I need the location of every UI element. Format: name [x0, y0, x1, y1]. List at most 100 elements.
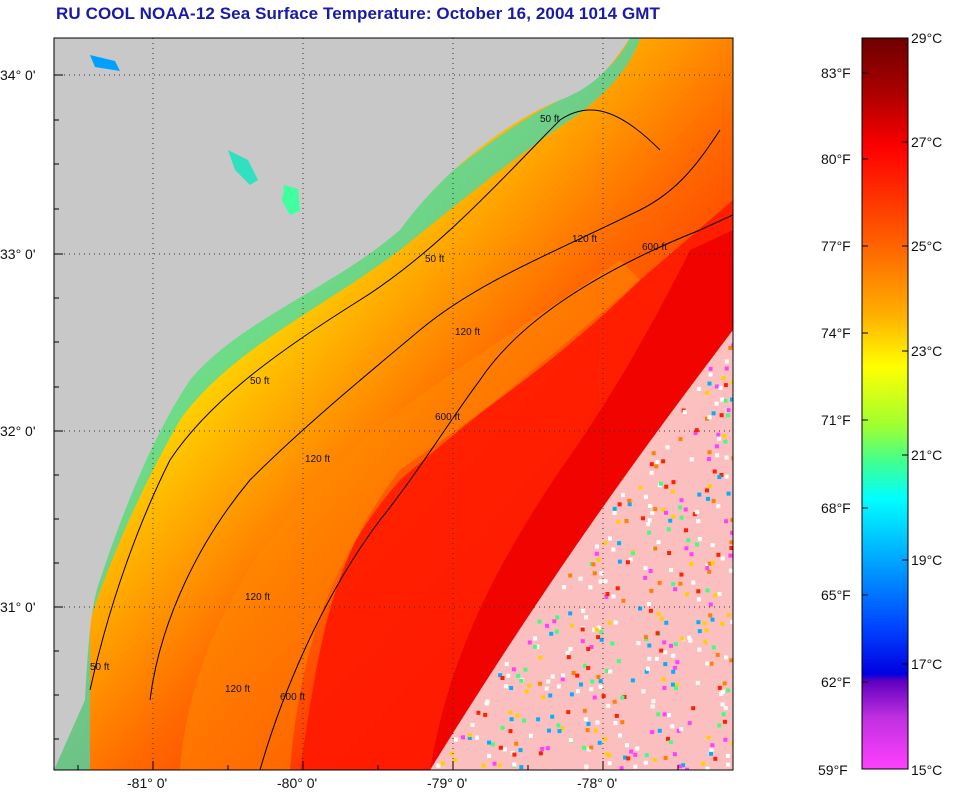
speckle-pixel — [692, 512, 697, 517]
speckle-pixel — [608, 669, 613, 674]
contour-label: 120 ft — [225, 684, 250, 695]
speckle-pixel — [663, 650, 668, 655]
speckle-pixel — [583, 717, 588, 722]
speckle-pixel — [528, 733, 533, 738]
speckle-pixel — [662, 712, 667, 717]
speckle-pixel — [511, 667, 516, 672]
speckle-pixel — [599, 637, 604, 642]
speckle-pixel — [729, 540, 733, 545]
speckle-pixel — [475, 735, 479, 740]
speckle-pixel — [709, 748, 714, 752]
speckle-pixel — [710, 743, 715, 748]
speckle-pixel — [684, 546, 689, 551]
contour-label: 600 ft — [642, 242, 667, 253]
speckle-pixel — [643, 494, 648, 499]
speckle-pixel — [648, 569, 653, 573]
speckle-pixel — [697, 537, 702, 542]
speckle-pixel — [586, 647, 591, 651]
speckle-pixel — [720, 556, 725, 561]
speckle-pixel — [569, 623, 574, 628]
speckle-pixel — [710, 543, 715, 548]
speckle-pixel — [719, 397, 724, 402]
speckle-pixel — [612, 511, 617, 515]
speckle-pixel — [661, 677, 666, 682]
speckle-pixel — [591, 562, 596, 567]
speckle-pixel — [568, 611, 573, 616]
speckle-pixel — [587, 747, 592, 752]
contour-label: 600 ft — [435, 412, 460, 423]
speckle-pixel — [503, 684, 508, 689]
speckle-pixel — [596, 635, 601, 640]
speckle-pixel — [603, 737, 608, 742]
speckle-pixel — [586, 721, 591, 726]
speckle-pixel — [647, 530, 652, 535]
speckle-pixel — [621, 493, 625, 498]
speckle-pixel — [630, 551, 635, 556]
speckle-pixel — [711, 561, 715, 566]
speckle-pixel — [706, 457, 711, 461]
speckle-pixel — [726, 613, 731, 617]
speckle-pixel — [613, 620, 618, 625]
speckle-pixel — [666, 736, 670, 741]
speckle-pixel — [579, 682, 583, 687]
speckle-pixel — [643, 635, 648, 640]
speckle-pixel — [580, 639, 585, 644]
speckle-pixel — [705, 661, 710, 666]
speckle-pixel — [599, 571, 604, 576]
speckle-pixel — [705, 488, 709, 493]
speckle-pixel — [508, 729, 513, 734]
longitude-label: -78° 0' — [577, 775, 617, 791]
speckle-pixel — [718, 385, 723, 390]
celsius-label: 23°C — [911, 343, 942, 359]
contour-label: 50 ft — [540, 114, 560, 125]
speckle-pixel — [647, 643, 652, 648]
speckle-pixel — [617, 541, 622, 546]
speckle-pixel — [655, 656, 659, 661]
speckle-pixel — [498, 673, 503, 678]
speckle-pixel — [487, 740, 491, 745]
contour-label: 50 ft — [250, 376, 270, 387]
speckle-pixel — [667, 551, 672, 555]
speckle-pixel — [605, 668, 609, 673]
speckle-pixel — [476, 710, 481, 715]
speckle-pixel — [516, 673, 521, 678]
speckle-pixel — [467, 733, 472, 738]
speckle-pixel — [582, 745, 586, 750]
speckle-pixel — [643, 575, 648, 580]
speckle-pixel — [662, 685, 667, 690]
speckle-pixel — [484, 701, 489, 706]
speckle-pixel — [689, 562, 694, 567]
speckle-pixel — [596, 674, 601, 679]
speckle-pixel — [492, 761, 497, 766]
speckle-pixel — [644, 753, 649, 758]
speckle-pixel — [547, 728, 551, 733]
speckle-pixel — [678, 437, 683, 442]
speckle-pixel — [672, 752, 677, 757]
speckle-pixel — [687, 635, 692, 640]
speckle-pixel — [707, 484, 712, 488]
graticule — [54, 38, 733, 770]
speckle-pixel — [708, 602, 713, 607]
speckle-pixel — [635, 746, 640, 751]
celsius-label: 29°C — [911, 30, 942, 46]
speckle-pixel — [440, 761, 445, 766]
speckle-pixel — [568, 646, 573, 651]
speckle-pixel — [606, 703, 611, 708]
speckle-pixel — [730, 380, 733, 385]
speckle-pixel — [724, 455, 729, 460]
speckle-pixel — [566, 710, 571, 715]
speckle-pixel — [590, 679, 595, 684]
speckle-pixel — [601, 694, 606, 699]
speckle-pixel — [607, 761, 612, 766]
speckle-pixel — [647, 656, 652, 661]
speckle-pixel — [578, 576, 583, 581]
speckle-pixel — [659, 648, 664, 653]
speckle-pixel — [621, 598, 626, 603]
speckle-pixel — [708, 366, 713, 371]
speckle-pixel — [589, 645, 594, 649]
speckle-pixel — [612, 506, 617, 511]
speckle-pixel — [717, 592, 722, 597]
speckle-pixel — [696, 589, 701, 594]
speckle-pixel — [707, 415, 712, 420]
speckle-pixel — [616, 659, 621, 664]
